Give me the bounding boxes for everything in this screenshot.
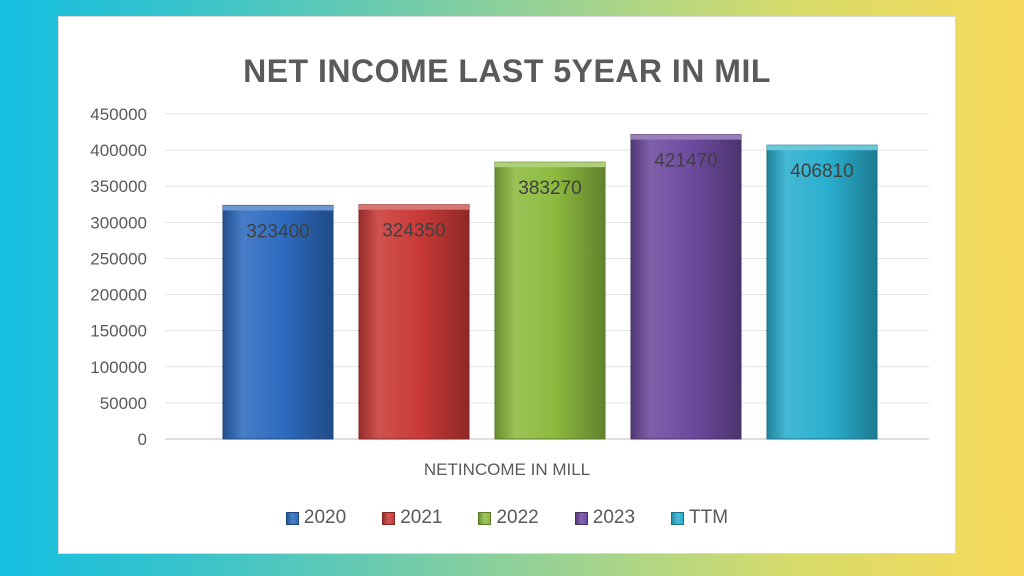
bar-top-highlight	[631, 134, 741, 140]
y-tick-label: 200000	[90, 286, 147, 305]
legend-label: 2020	[303, 507, 347, 528]
bar-2022	[494, 161, 606, 440]
bar-2021	[358, 204, 470, 440]
y-tick-label: 350000	[90, 177, 147, 196]
data-label: 406810	[790, 161, 853, 182]
y-tick-label: 150000	[90, 322, 147, 341]
bar-top-highlight	[223, 205, 333, 211]
legend-swatch	[671, 511, 685, 525]
legend-item-2020: 2020	[285, 507, 347, 529]
legend-item-2021: 2021	[382, 507, 442, 529]
y-tick-label: 0	[138, 430, 147, 449]
legend-label: 2021	[400, 507, 443, 528]
legend-swatch	[574, 511, 588, 525]
y-tick-label: 50000	[100, 394, 147, 413]
bar-2023	[630, 134, 742, 440]
y-tick-label: 300000	[90, 213, 147, 232]
legend-label: 2023	[592, 507, 636, 528]
bar-top-highlight	[359, 204, 469, 210]
data-label: 421470	[654, 151, 717, 172]
bar-2020	[222, 204, 334, 440]
legend-swatch	[382, 511, 396, 525]
data-label: 383270	[518, 178, 581, 199]
data-label: 324350	[382, 221, 445, 242]
chart-title: NET INCOME LAST 5YEAR IN MIL	[243, 53, 771, 89]
legend-item-ttm: TTM	[671, 507, 728, 529]
y-tick-label: 400000	[90, 141, 147, 160]
chart-card: NET INCOME LAST 5YEAR IN MIL 0 50000 10000…	[58, 16, 956, 554]
chart-plot-area: 0 50000 100000 150000 200000 250000 300000 3500…	[90, 105, 929, 449]
legend-swatch	[478, 511, 492, 525]
y-tick-label: 100000	[90, 358, 147, 377]
bar-top-highlight	[495, 162, 605, 168]
bar-top-highlight	[767, 145, 877, 151]
legend-item-2022: 2022	[478, 507, 539, 529]
legend-item-2023: 2023	[574, 507, 636, 529]
bar-ttm	[766, 144, 878, 440]
y-tick-label: 250000	[90, 249, 147, 268]
x-axis-label: NETINCOME IN MILL	[423, 460, 591, 479]
legend-label: 2022	[496, 507, 539, 528]
chart-legend: 2020 2021 2022 2023 TTM	[59, 507, 955, 529]
data-label: 323400	[246, 221, 309, 242]
legend-label: TTM	[689, 507, 729, 528]
y-tick-label: 450000	[90, 105, 147, 124]
legend-swatch	[285, 511, 299, 525]
